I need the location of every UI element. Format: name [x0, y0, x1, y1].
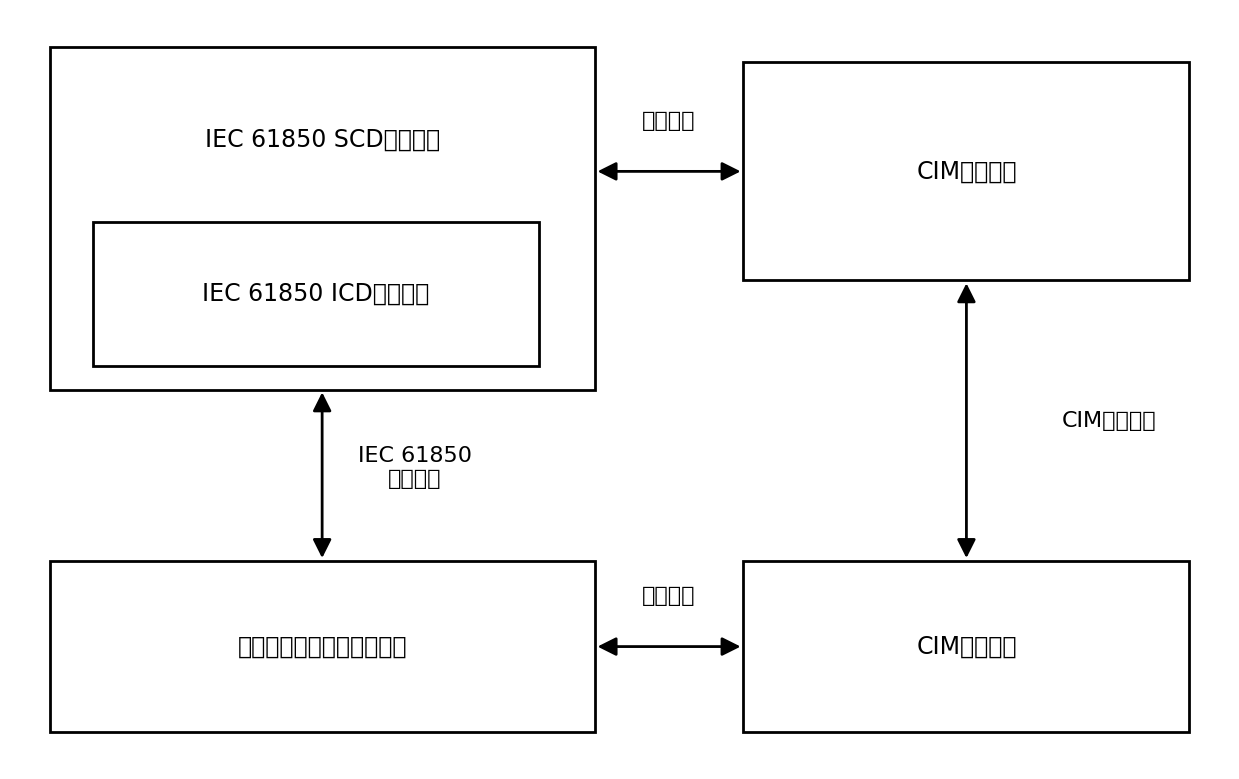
Text: IEC 61850 SCD描述文件: IEC 61850 SCD描述文件: [204, 129, 440, 152]
Text: 动态映射: 动态映射: [642, 586, 696, 606]
Text: 量测数据属性、数据类型等: 量测数据属性、数据类型等: [238, 635, 406, 658]
Text: CIM静态文件: CIM静态文件: [916, 160, 1017, 183]
Text: IEC 61850 ICD描述文件: IEC 61850 ICD描述文件: [202, 282, 430, 305]
Text: IEC 61850
内部定义: IEC 61850 内部定义: [358, 446, 472, 489]
Text: 静态映射: 静态映射: [642, 111, 696, 131]
Bar: [50, 47, 595, 390]
Bar: [93, 222, 539, 366]
Text: CIM动态文件: CIM动态文件: [916, 635, 1017, 658]
Bar: [743, 561, 1189, 732]
Text: CIM内部定义: CIM内部定义: [1062, 411, 1156, 431]
Bar: [743, 62, 1189, 280]
Bar: [50, 561, 595, 732]
